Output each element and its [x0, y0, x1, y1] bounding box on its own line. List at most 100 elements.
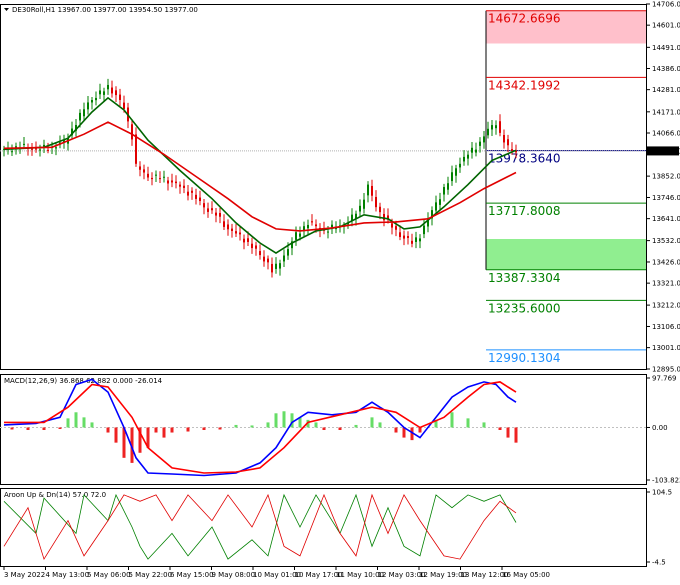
x-tick-label: 3 May 2022 — [4, 571, 45, 579]
macd-histogram-bar — [154, 427, 158, 433]
candle-body — [147, 173, 149, 178]
candle-body — [515, 150, 517, 153]
macd-histogram-bar — [114, 427, 118, 443]
y-tick-label: 14066.00 — [652, 129, 680, 137]
y-tick-label: 13001.00 — [652, 344, 680, 352]
macd-histogram-bar — [498, 427, 502, 430]
macd-histogram-bar — [482, 422, 486, 428]
macd-histogram-bar — [130, 427, 134, 463]
candle-body — [307, 224, 309, 229]
candle-body — [455, 168, 457, 176]
zone-1 — [486, 239, 646, 270]
macd-histogram-bar — [410, 427, 414, 441]
macd-histogram-bar — [250, 425, 254, 428]
candle-body — [31, 148, 33, 150]
candle-body — [183, 185, 185, 188]
candle-body — [371, 185, 373, 196]
macd-histogram-bar — [66, 418, 70, 428]
pane-frame-1 — [0, 4, 647, 370]
candle-body — [243, 238, 245, 243]
macd-histogram-bar — [146, 427, 150, 448]
candle-body — [23, 143, 25, 145]
macd-histogram-bar — [186, 427, 190, 432]
candle-body — [431, 210, 433, 219]
candle-body — [467, 154, 469, 159]
candle-body — [399, 232, 401, 237]
candle-body — [463, 156, 465, 162]
candle-body — [115, 90, 117, 96]
aroon-y-tick-label: -4.5 — [652, 559, 666, 567]
x-tick-label: 10 May 17:00 — [295, 571, 343, 579]
candle-body — [311, 221, 313, 223]
x-tick-label: 10 May 01:00 — [253, 571, 301, 579]
y-tick-label: 14281.00 — [652, 86, 680, 94]
main-pane-title: DE30Roll,H1 13967.00 13977.00 13954.50 1… — [12, 6, 198, 14]
candle-body — [171, 180, 173, 183]
level-label-2: 13978.3640 — [488, 152, 561, 166]
macd-y-tick-label: 0.00 — [652, 424, 668, 432]
candle-body — [355, 213, 357, 219]
candle-body — [407, 236, 409, 238]
candle-body — [287, 249, 289, 256]
candle-body — [315, 224, 317, 227]
candle-body — [299, 233, 301, 237]
candle-body — [479, 141, 481, 146]
x-tick-label: 5 May 22:00 — [129, 571, 173, 579]
macd-histogram-bar — [290, 413, 294, 428]
candle-body — [295, 232, 297, 240]
candle-body — [103, 91, 105, 95]
candle-body — [447, 183, 449, 190]
candle-body — [395, 226, 397, 230]
candle-body — [191, 190, 193, 193]
macd-y-tick-label: -103.823 — [652, 477, 680, 485]
candle-body — [219, 212, 221, 217]
macd-histogram-bar — [274, 413, 278, 428]
candle-body — [207, 208, 209, 212]
candle-body — [195, 194, 197, 199]
current-price-label: 13977.00 — [648, 147, 680, 155]
candle-body — [367, 184, 369, 196]
macd-histogram-bar — [26, 427, 30, 430]
macd-histogram-bar — [378, 422, 382, 428]
macd-histogram-bar — [282, 411, 286, 428]
moving-average-1 — [3, 121, 517, 232]
macd-histogram-bar — [314, 422, 318, 428]
candle-body — [11, 151, 13, 153]
candle-body — [255, 245, 257, 249]
candle-body — [163, 176, 165, 178]
candle-body — [3, 148, 5, 150]
macd-histogram-bar — [202, 427, 206, 430]
candle-body — [303, 226, 305, 231]
macd-histogram-bar — [394, 427, 398, 433]
aroon-y-tick-label: 104.5 — [652, 489, 672, 497]
candle-body — [443, 187, 445, 195]
candle-body — [179, 184, 181, 187]
candle-body — [267, 258, 269, 263]
aroon-pane-title: Aroon Up & Dn(14) 57.0 72.0 — [4, 491, 106, 499]
macd-histogram-bar — [266, 422, 270, 428]
macd-histogram-bar — [218, 427, 222, 430]
aroon-line-1 — [3, 493, 517, 561]
macd-histogram-bar — [74, 412, 78, 428]
candle-body — [187, 191, 189, 196]
y-tick-label: 13852.00 — [652, 173, 680, 181]
macd-histogram-bar — [170, 427, 174, 433]
candle-body — [327, 231, 329, 233]
candle-body — [263, 256, 265, 262]
candle-body — [199, 197, 201, 202]
candle-body — [43, 144, 45, 147]
macd-histogram-bar — [418, 427, 422, 433]
candle-body — [39, 149, 41, 151]
y-tick-label: 13641.00 — [652, 215, 680, 223]
y-tick-label: 14386.00 — [652, 65, 680, 73]
candle-body — [419, 238, 421, 242]
candle-body — [111, 87, 113, 94]
y-tick-label: 13212.00 — [652, 302, 680, 310]
candle-body — [215, 212, 217, 216]
candle-body — [283, 255, 285, 262]
candle-body — [95, 97, 97, 101]
level-label-0: 14672.6696 — [488, 12, 561, 26]
y-tick-label: 13321.00 — [652, 280, 680, 288]
y-tick-label: 12895.00 — [652, 366, 680, 374]
